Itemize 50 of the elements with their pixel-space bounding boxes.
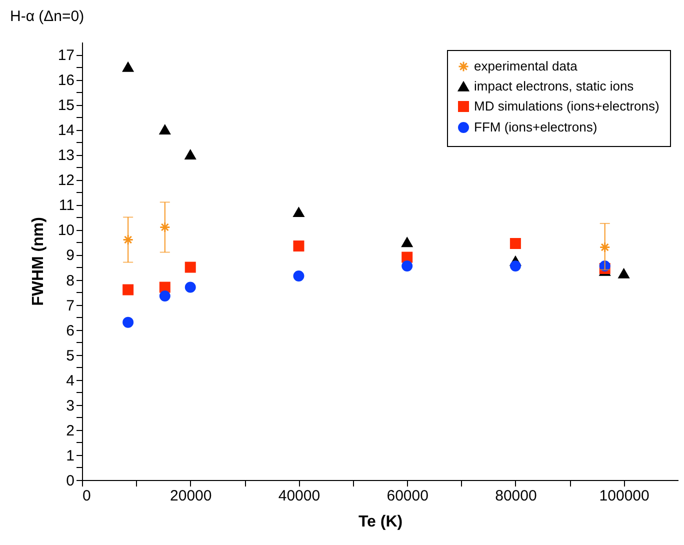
point [402,237,413,248]
x-tick-label: 100000 [599,488,650,504]
y-tick-label: 4 [66,372,74,390]
y-tick-label: 0 [66,472,74,490]
y-tick-label: 9 [66,247,74,264]
x-tick-label: 80000 [495,488,537,504]
y-tick-label: 11 [58,197,74,214]
point [599,242,610,253]
y-tick-label: 2 [66,422,74,440]
x-tick-label: 60000 [386,488,428,504]
point [159,222,170,233]
y-tick-label: 12 [58,172,74,190]
y-tick-label: 10 [58,222,74,240]
legend-label: FFM (ions+electrons) [474,120,598,134]
point [510,260,521,272]
point [159,290,170,302]
chart-title: H-α (Δn=0) [10,8,84,25]
y-tick-label: 6 [66,322,74,340]
y-tick-label: 17 [58,47,74,64]
point [184,262,196,273]
point [184,150,196,160]
legend-label: experimental data [474,58,578,74]
point [122,284,134,296]
point [122,62,134,72]
legend-label: impact electrons, static ions [474,78,634,94]
y-tick-label: 3 [66,397,74,414]
point [159,124,170,134]
x-axis-title: Te (K) [358,514,403,530]
point [293,240,304,252]
y-tick-label: 8 [66,272,74,290]
y-axis-title: FWHM (nm) [30,217,47,306]
point [122,316,134,328]
point [293,270,304,282]
y-tick-label: 7 [66,297,74,314]
point [184,282,196,293]
point [122,234,134,246]
y-tick-label: 14 [58,122,74,140]
legend-label: MD simulations (ions+electrons) [474,98,660,114]
y-tick-label: 13 [58,147,74,164]
point [293,207,304,218]
y-tick-label: 1 [66,447,74,464]
y-tick-label: 5 [66,347,74,364]
point [402,260,413,272]
point [510,238,521,249]
point [618,268,630,278]
y-tick-label: 16 [58,72,74,90]
y-tick-label: 15 [58,97,74,114]
x-tick-label: 40000 [278,488,320,504]
x-tick-label: 20000 [170,488,212,504]
x-tick-label: 0 [82,488,91,504]
